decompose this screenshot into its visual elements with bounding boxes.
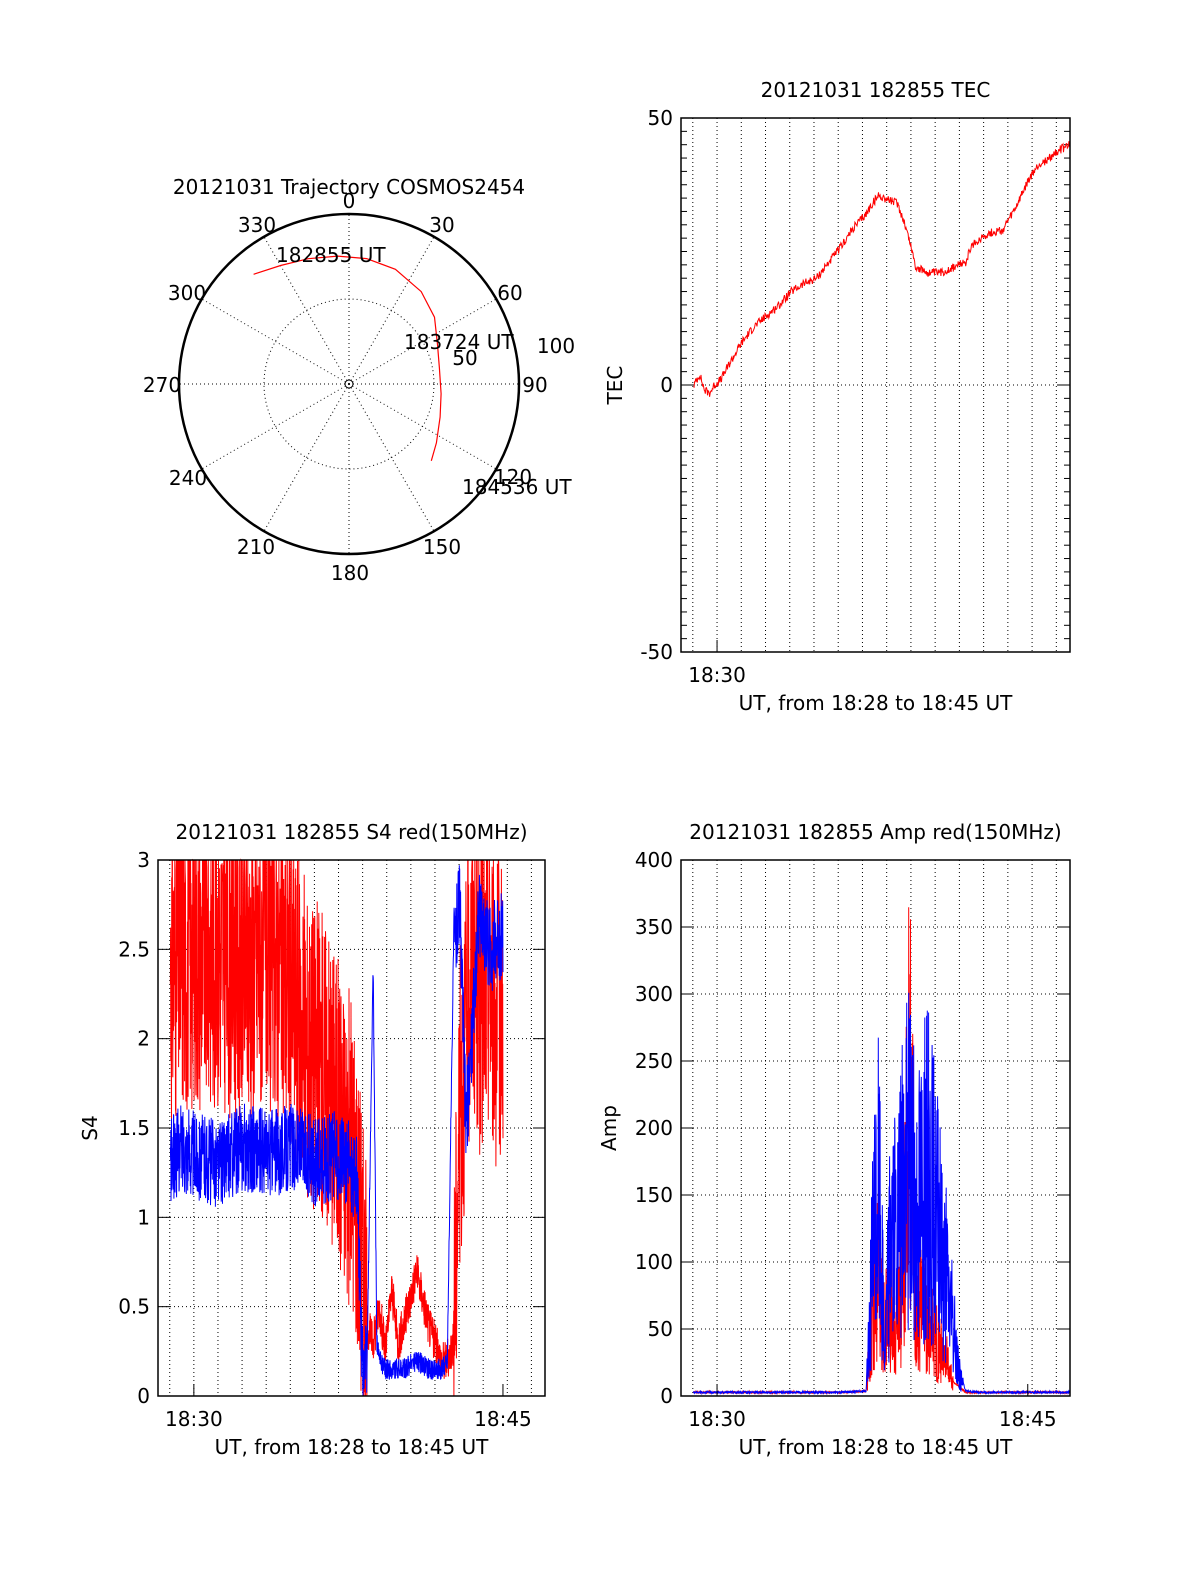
s4-ytick-label: 0 xyxy=(137,1384,150,1408)
amp-ytick-label: 300 xyxy=(635,982,673,1006)
polar-azimuth-label: 240 xyxy=(169,466,207,490)
polar-azimuth-label: 60 xyxy=(497,281,522,305)
polar-annotation: 184536 UT xyxy=(462,475,572,499)
tec-ylabel: TEC xyxy=(603,366,627,406)
amp-ylabel: Amp xyxy=(597,1105,621,1151)
s4-ytick-label: 0.5 xyxy=(118,1295,150,1319)
amp-ytick-label: 200 xyxy=(635,1116,673,1140)
amp-ytick-label: 250 xyxy=(635,1049,673,1073)
polar-spoke xyxy=(201,383,350,470)
amp-xlabel: UT, from 18:28 to 18:45 UT xyxy=(739,1435,1014,1459)
s4-xtick-label: 18:30 xyxy=(165,1407,223,1431)
s4-xlabel: UT, from 18:28 to 18:45 UT xyxy=(215,1435,490,1459)
polar-center xyxy=(344,379,354,389)
polar-azimuth-label: 90 xyxy=(522,373,547,397)
amp-chart: 0 50 100 150 200 250 300 350 400 18:30 18:45 201210… xyxy=(597,820,1071,1459)
s4-ytick-label: 2.5 xyxy=(118,937,150,961)
polar-azimuth-label: 330 xyxy=(238,213,276,237)
s4-ytick-label: 2 xyxy=(137,1027,150,1051)
polar-radial-label: 100 xyxy=(537,334,575,358)
tec-chart: 50 0 -50 18:30 20121031 182855 TEC UT, from 1… xyxy=(603,78,1071,715)
polar-azimuth-label: 270 xyxy=(143,373,181,397)
s4-ytick-label: 3 xyxy=(137,848,150,872)
polar-azimuth-label: 120 xyxy=(494,465,532,489)
polar-azimuth-label: 0 xyxy=(343,189,356,213)
s4-ylabel: S4 xyxy=(78,1115,102,1140)
amp-ytick-label: 0 xyxy=(660,1384,673,1408)
tec-ytick-label: 0 xyxy=(660,373,673,397)
polar-azimuth-label: 180 xyxy=(331,561,369,585)
polar-spoke xyxy=(263,383,350,532)
s4-chart: 0 0.5 1 1.5 2 2.5 3 18:30 18:45 20121031 182855 S… xyxy=(78,820,546,1459)
amp-xtick-label: 18:45 xyxy=(999,1407,1057,1431)
polar-chart: 0 30 60 90 120 150 180 210 240 270 300 330 50 100 1828… xyxy=(143,175,575,585)
polar-outer-ring xyxy=(177,212,521,556)
amp-series-blue xyxy=(692,992,1071,1396)
tec-ytick-label: 50 xyxy=(648,106,673,130)
s4-title: 20121031 182855 S4 red(150MHz) xyxy=(176,820,528,844)
amp-ytick-label: 400 xyxy=(635,848,673,872)
polar-spoke xyxy=(263,236,350,385)
tec-series-red xyxy=(693,141,1071,397)
amp-ytick-label: 150 xyxy=(635,1183,673,1207)
amp-title: 20121031 182855 Amp red(150MHz) xyxy=(689,820,1061,844)
polar-azimuth-label: 150 xyxy=(423,535,461,559)
tec-xlabel: UT, from 18:28 to 18:45 UT xyxy=(739,691,1014,715)
tec-ytick-label: -50 xyxy=(640,640,673,664)
s4-series-blue xyxy=(169,865,504,1397)
polar-azimuth-label: 30 xyxy=(429,213,454,237)
polar-trajectory xyxy=(253,255,442,461)
s4-ytick-label: 1 xyxy=(137,1205,150,1229)
polar-annotation: 182855 UT xyxy=(276,243,386,267)
polar-spoke xyxy=(201,298,350,385)
amp-ytick-label: 350 xyxy=(635,915,673,939)
tec-xtick-label: 18:30 xyxy=(688,663,746,687)
polar-azimuth-label: 210 xyxy=(237,535,275,559)
polar-title: 20121031 Trajectory COSMOS2454 xyxy=(173,175,525,199)
amp-ytick-label: 100 xyxy=(635,1250,673,1274)
s4-xtick-label: 18:45 xyxy=(474,1407,532,1431)
polar-azimuth-label: 300 xyxy=(168,281,206,305)
polar-radial-label: 50 xyxy=(452,346,477,370)
amp-ytick-label: 50 xyxy=(648,1317,673,1341)
amp-xtick-label: 18:30 xyxy=(688,1407,746,1431)
tec-title: 20121031 182855 TEC xyxy=(761,78,991,102)
s4-ytick-label: 1.5 xyxy=(118,1116,150,1140)
polar-ring-50 xyxy=(263,298,435,470)
polar-annotation: 183724 UT xyxy=(404,330,514,354)
